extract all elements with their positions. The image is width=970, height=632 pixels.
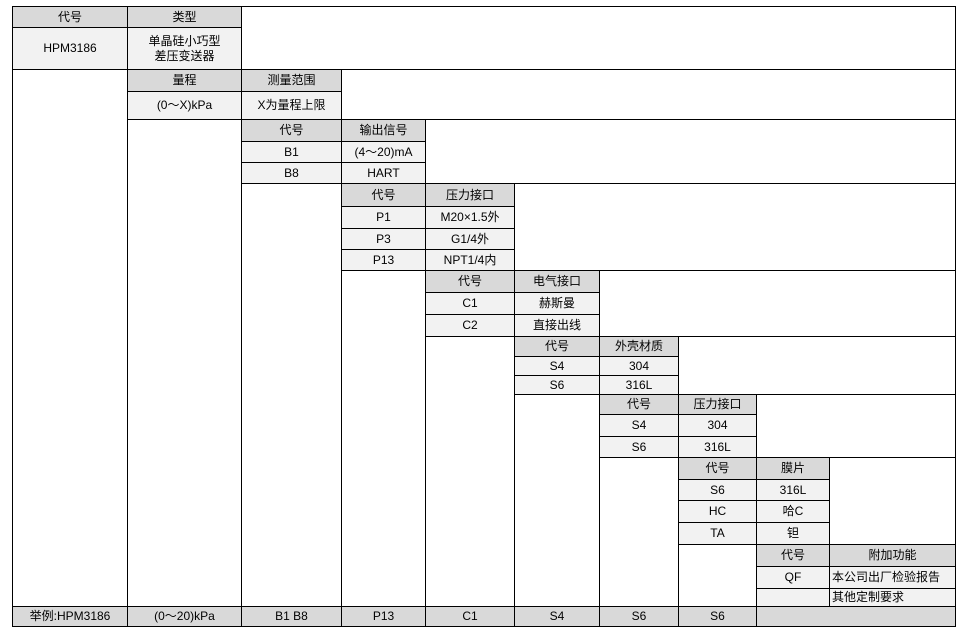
example-cell: C1 bbox=[425, 606, 515, 627]
option-cell: 其他定制要求 bbox=[829, 588, 956, 607]
option-cell: 304 bbox=[599, 356, 679, 376]
example-cell: (0～20)kPa bbox=[127, 606, 242, 627]
option-cell: 赫斯曼 bbox=[514, 292, 600, 315]
option-cell: HART bbox=[341, 162, 426, 184]
code-cell: B8 bbox=[241, 162, 342, 184]
code-cell: S6 bbox=[599, 436, 679, 458]
blank-column bbox=[241, 183, 342, 607]
code-header: 代号 bbox=[514, 336, 600, 357]
example-cell bbox=[756, 606, 956, 627]
code-cell: B1 bbox=[241, 141, 342, 163]
option-header: 附加功能 bbox=[829, 544, 956, 567]
code-cell: TA bbox=[678, 522, 757, 545]
code-cell: C1 bbox=[425, 292, 515, 315]
option-header: 压力接口 bbox=[425, 183, 515, 207]
code-cell: P13 bbox=[341, 249, 426, 271]
option-cell: 哈C bbox=[756, 500, 830, 523]
option-cell: X为量程上限 bbox=[241, 91, 342, 120]
code-cell: (0～X)kPa bbox=[127, 91, 242, 120]
example-cell: S6 bbox=[678, 606, 757, 627]
option-cell: 直接出线 bbox=[514, 314, 600, 337]
code-header: 代号 bbox=[756, 544, 830, 567]
option-cell: 316L bbox=[599, 375, 679, 395]
option-cell: 单晶硅小巧型 差压变送器 bbox=[127, 27, 242, 70]
code-header: 代号 bbox=[241, 119, 342, 142]
option-cell: 316L bbox=[756, 479, 830, 501]
example-cell: P13 bbox=[341, 606, 426, 627]
option-header: 测量范围 bbox=[241, 69, 342, 92]
example-cell: S6 bbox=[599, 606, 679, 627]
code-cell: HPM3186 bbox=[12, 27, 128, 70]
option-cell: NPT1/4内 bbox=[425, 249, 515, 271]
code-cell: HC bbox=[678, 500, 757, 523]
code-cell: S4 bbox=[599, 414, 679, 437]
code-cell bbox=[756, 588, 830, 607]
option-cell: 316L bbox=[678, 436, 757, 458]
code-header: 代号 bbox=[425, 270, 515, 293]
option-cell: 钽 bbox=[756, 522, 830, 545]
blank-column bbox=[425, 336, 515, 607]
option-header: 输出信号 bbox=[341, 119, 426, 142]
code-cell: P3 bbox=[341, 228, 426, 250]
example-cell: S4 bbox=[514, 606, 600, 627]
option-header: 压力接口 bbox=[678, 394, 757, 415]
option-header: 外壳材质 bbox=[599, 336, 679, 357]
example-label: 举例:HPM3186 bbox=[12, 606, 128, 627]
option-cell: 本公司出厂检验报告 bbox=[829, 566, 956, 589]
blank-column bbox=[514, 394, 600, 607]
code-header: 代号 bbox=[341, 183, 426, 207]
code-cell: S4 bbox=[514, 356, 600, 376]
code-header: 量程 bbox=[127, 69, 242, 92]
code-cell: S6 bbox=[514, 375, 600, 395]
blank-column bbox=[127, 119, 242, 607]
blank-column bbox=[599, 457, 679, 607]
blank-column bbox=[341, 270, 426, 607]
option-header: 膜片 bbox=[756, 457, 830, 480]
option-cell: (4～20)mA bbox=[341, 141, 426, 163]
code-cell: S6 bbox=[678, 479, 757, 501]
option-cell: 304 bbox=[678, 414, 757, 437]
code-cell: C2 bbox=[425, 314, 515, 337]
option-cell: G1/4外 bbox=[425, 228, 515, 250]
code-header: 代号 bbox=[12, 6, 128, 28]
blank-column bbox=[678, 544, 757, 607]
option-header: 类型 bbox=[127, 6, 242, 28]
example-cell: B1 B8 bbox=[241, 606, 342, 627]
option-cell: M20×1.5外 bbox=[425, 206, 515, 229]
code-cell: QF bbox=[756, 566, 830, 589]
code-cell: P1 bbox=[341, 206, 426, 229]
code-header: 代号 bbox=[599, 394, 679, 415]
option-header: 电气接口 bbox=[514, 270, 600, 293]
code-header: 代号 bbox=[678, 457, 757, 480]
blank-column bbox=[12, 69, 128, 607]
